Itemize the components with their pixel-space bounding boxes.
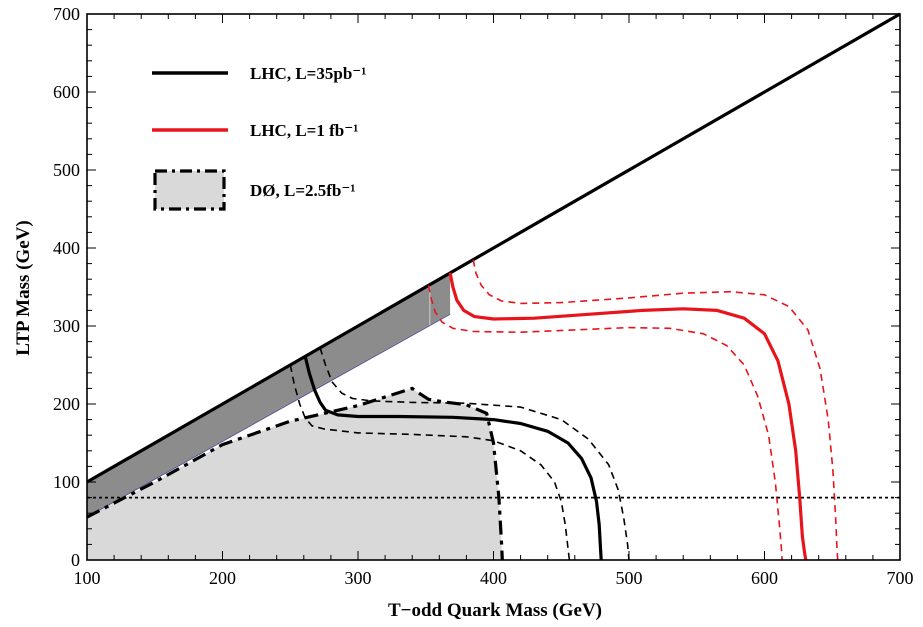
region-dzero_excluded — [87, 388, 503, 560]
y-tick-label: 600 — [53, 82, 80, 102]
x-axis-title: T−odd Quark Mass (GeV) — [388, 600, 602, 621]
x-tick-label: 400 — [480, 568, 507, 588]
series-lhc35_upper — [319, 347, 630, 561]
axis-ticks — [86, 13, 901, 561]
legend-label-lhc-1: LHC, L=1 fb⁻¹ — [250, 121, 358, 140]
band-lower-edge — [86, 313, 451, 518]
y-tick-label: 100 — [53, 472, 80, 492]
tick-labels: 100 200 300 400 500 600 7000100200300400500600… — [53, 4, 914, 588]
series-lhc1_central — [448, 272, 808, 561]
y-tick-label: 300 — [53, 316, 80, 336]
x-tick-label: 700 — [887, 568, 914, 588]
y-tick-label: 400 — [53, 238, 80, 258]
series-lhc1_lower — [427, 285, 783, 561]
series-lhc1_upper — [472, 259, 839, 561]
y-tick-label: 0 — [71, 550, 80, 570]
x-tick-label: 500 — [616, 568, 643, 588]
legend: LHC, L=35pb⁻¹ LHC, L=1 fb⁻¹ DØ, L=2.5fb⁻… — [152, 64, 366, 211]
series-dzero — [86, 386, 504, 561]
y-tick-label: 200 — [53, 394, 80, 414]
region-dark_band — [87, 273, 451, 518]
x-tick-label: 300 — [345, 568, 372, 588]
x-tick-label: 600 — [751, 568, 778, 588]
series-lhc35_lower — [289, 364, 571, 561]
y-tick-label: 700 — [53, 4, 80, 24]
series-lhc35_central — [303, 356, 603, 561]
legend-label-dzero: DØ, L=2.5fb⁻¹ — [250, 181, 355, 200]
shaded-regions — [86, 273, 503, 560]
x-tick-label: 200 — [209, 568, 236, 588]
series-diagonal — [86, 12, 901, 484]
y-axis-title: LTP Mass (GeV) — [13, 220, 34, 355]
legend-label-lhc-35: LHC, L=35pb⁻¹ — [250, 64, 366, 83]
series-lines — [86, 12, 901, 561]
y-tick-label: 500 — [53, 160, 80, 180]
legend-swatch-dzero — [153, 169, 226, 211]
x-tick-label: 100 — [74, 568, 101, 588]
